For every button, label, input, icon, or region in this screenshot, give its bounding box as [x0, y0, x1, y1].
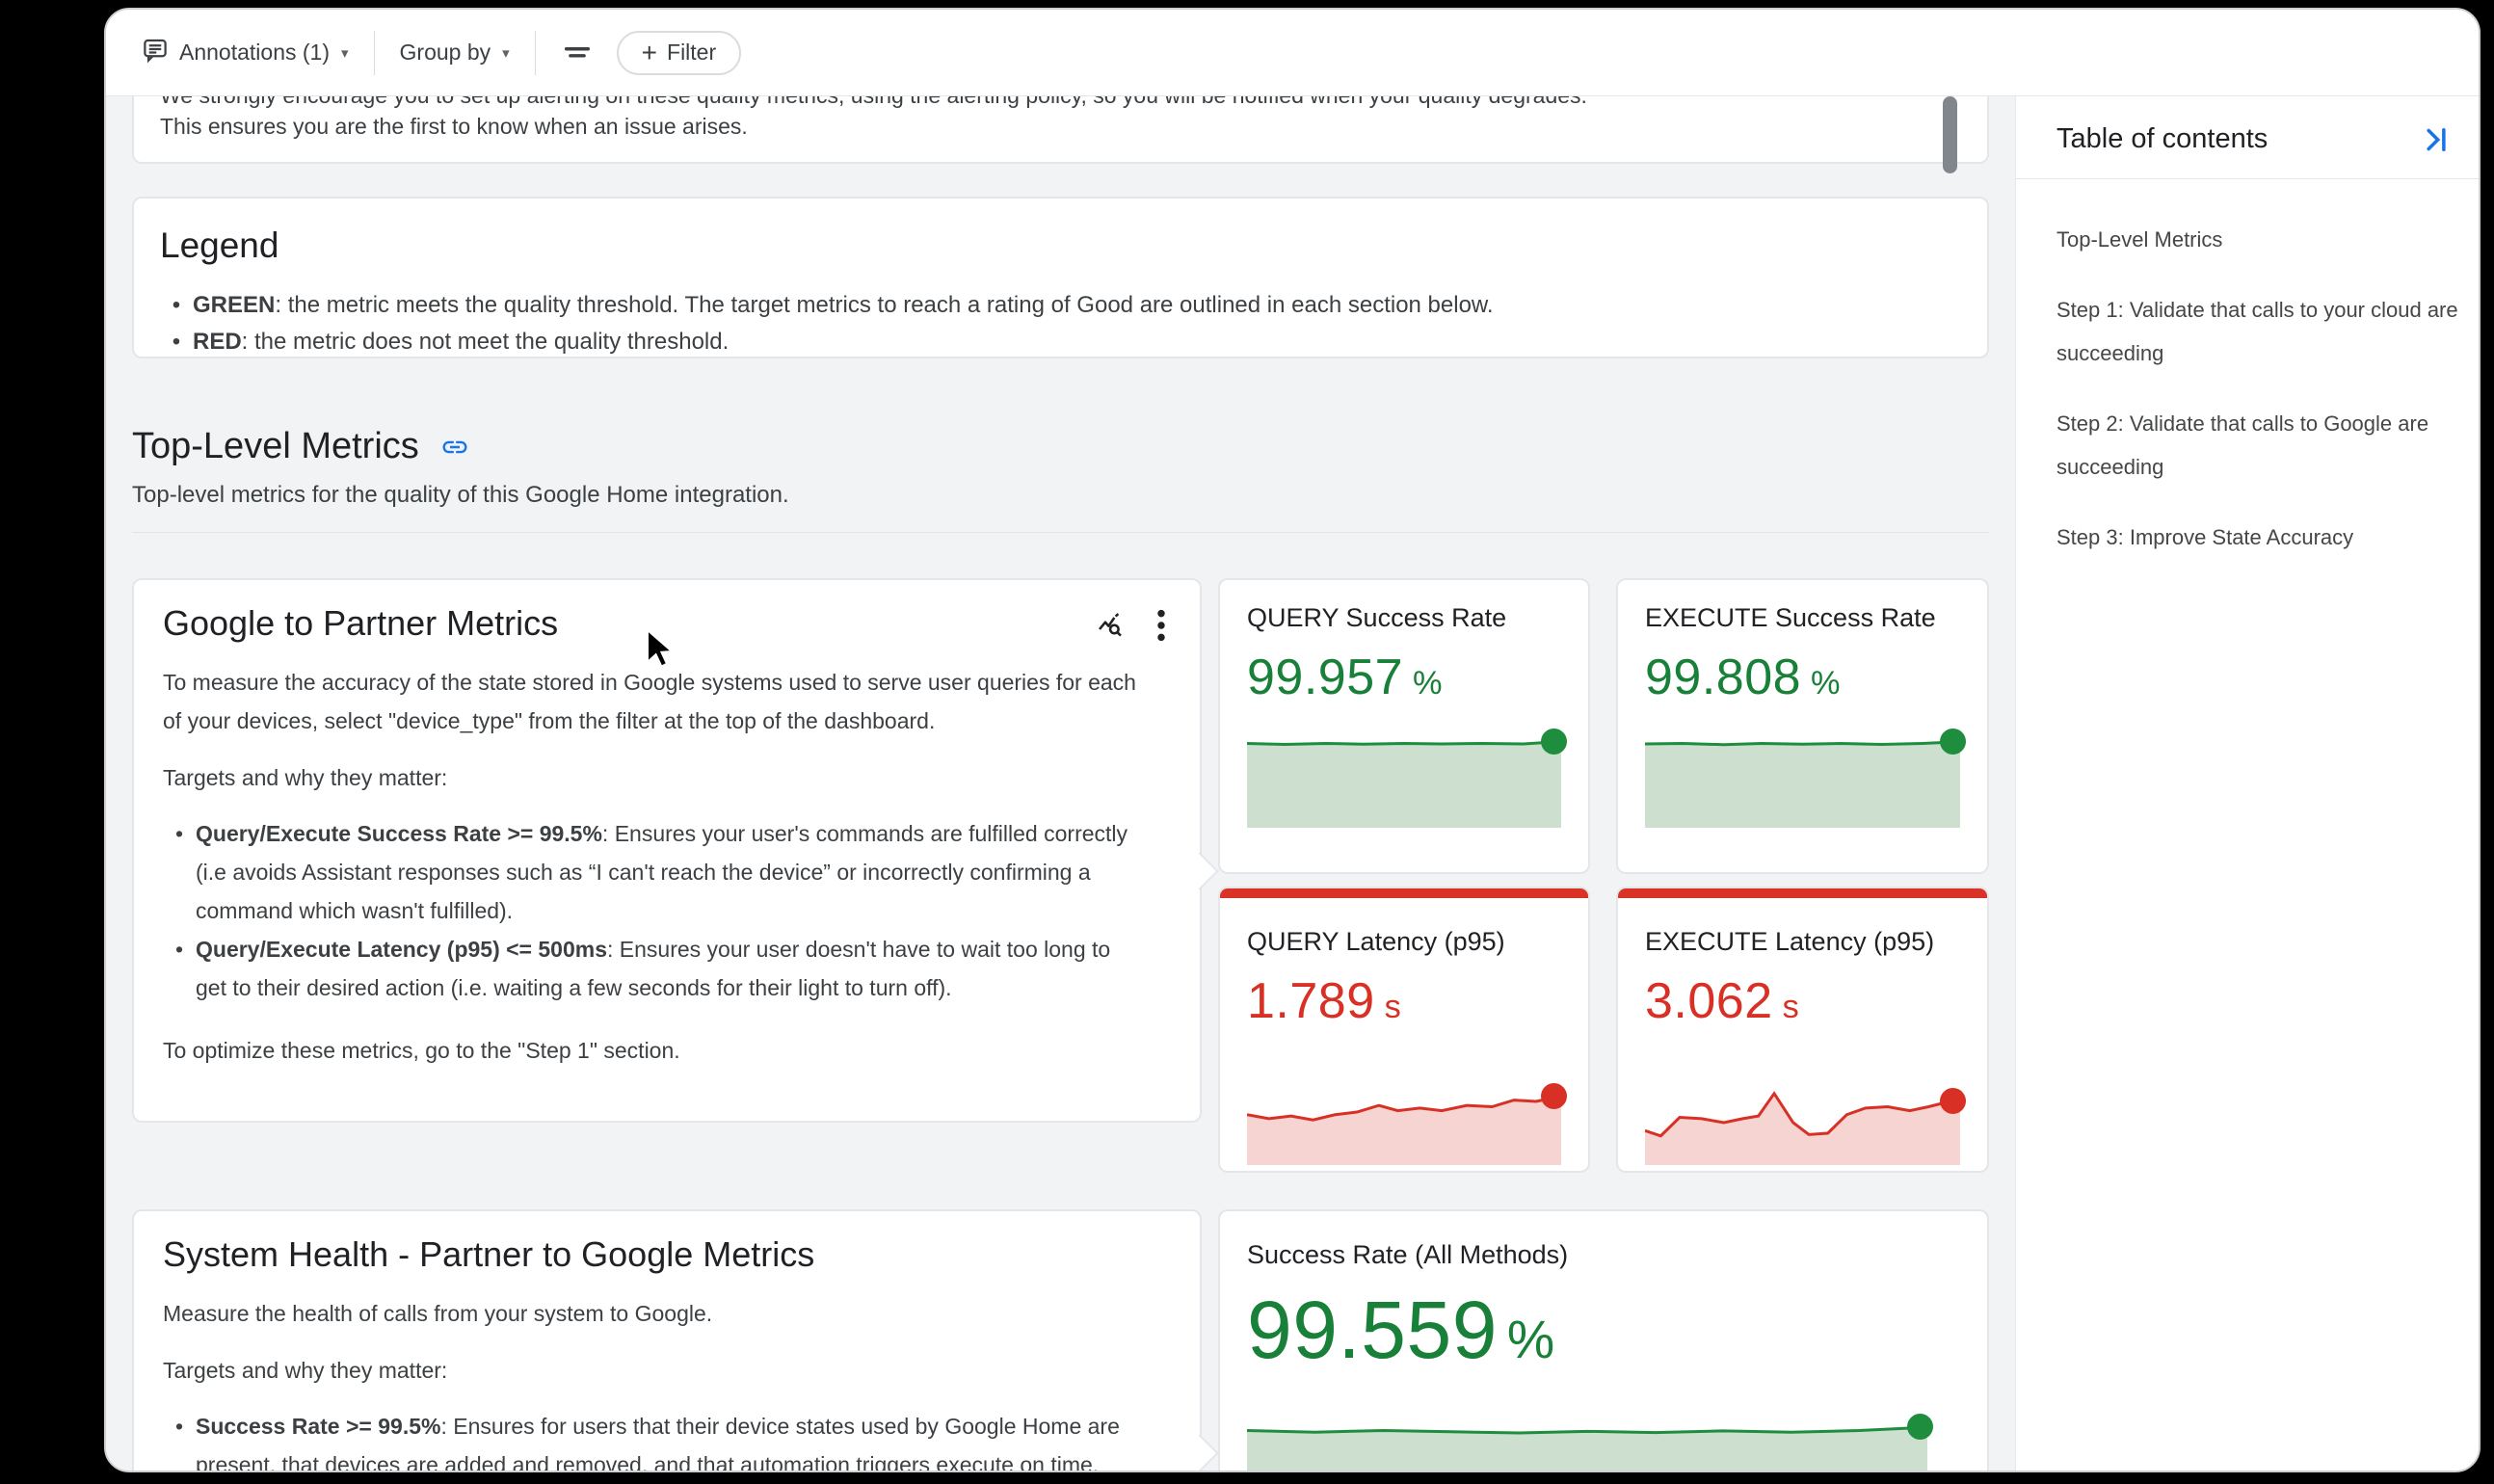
system-health-title: System Health - Partner to Google Metric… — [163, 1234, 815, 1274]
chevron-down-icon: ▾ — [340, 44, 349, 62]
dashboard-window: Annotations (1) ▾ Group by ▾ + Filter We… — [104, 8, 2481, 1472]
legend-card: Legend • GREEN: the metric meets the qua… — [132, 197, 1989, 358]
sparkline-query-success — [1247, 728, 1567, 828]
sparkline-execute-latency — [1645, 1059, 1966, 1165]
legend-title: Legend — [160, 225, 279, 265]
scorecard-title: QUERY Latency (p95) — [1247, 927, 1505, 956]
targets-label: Targets and why they matter: — [163, 765, 448, 790]
toc-item-step-1[interactable]: Step 1: Validate that calls to your clou… — [2056, 298, 2458, 365]
filter-button-label: Filter — [667, 40, 717, 65]
mouse-cursor — [647, 628, 675, 668]
toc-item-top-level-metrics[interactable]: Top-Level Metrics — [2056, 227, 2223, 252]
sparkline-execute-success — [1645, 728, 1966, 828]
toc-item-step-3[interactable]: Step 3: Improve State Accuracy — [2056, 525, 2354, 549]
google-to-partner-intro: To measure the accuracy of the state sto… — [163, 670, 1136, 733]
target-bullet-success-rate: • Success Rate >= 99.5%: Ensures for use… — [163, 1407, 1146, 1471]
scorecard-title: Success Rate (All Methods) — [1247, 1240, 1569, 1269]
add-filter-button[interactable]: + Filter — [616, 30, 742, 75]
more-vert-icon[interactable] — [1155, 609, 1167, 642]
legend-item-red: • RED: the metric does not meet the qual… — [172, 329, 730, 355]
dashboard-canvas: We strongly encourage you to set up aler… — [106, 96, 2015, 1471]
filter-list-icon[interactable] — [561, 37, 594, 69]
sparkline-all-methods — [1247, 1406, 1933, 1471]
scorecard-execute-latency[interactable]: EXECUTE Latency (p95) 3.062 s — [1616, 887, 1989, 1173]
scorecard-title: EXECUTE Success Rate — [1645, 603, 1936, 632]
section-divider — [132, 532, 1989, 533]
annotation-icon — [141, 36, 170, 70]
section-title: Top-Level Metrics — [132, 426, 419, 466]
system-health-intro: Measure the health of calls from your sy… — [163, 1301, 713, 1326]
table-of-contents-panel: Table of contents Top-Level Metrics Step… — [2015, 96, 2479, 1471]
alerting-text-line: This ensures you are the first to know w… — [160, 114, 748, 139]
group-by-label: Group by — [399, 40, 491, 65]
target-bullet-latency: • Query/Execute Latency (p95) <= 500ms: … — [174, 937, 1111, 1000]
clipped-text-line: We strongly encourage you to set up aler… — [160, 96, 1961, 110]
alerting-text-card: We strongly encourage you to set up aler… — [132, 96, 1989, 164]
chevron-down-icon: ▾ — [502, 44, 510, 62]
scorecard-value: 99.957% — [1247, 649, 1444, 705]
sparkline-query-latency — [1247, 1059, 1567, 1165]
scorecard-execute-success-rate[interactable]: EXECUTE Success Rate 99.808% — [1616, 578, 1989, 874]
group-by-dropdown[interactable]: Group by ▾ — [400, 40, 510, 66]
targets-label: Targets and why they matter: — [163, 1358, 448, 1383]
toc-item-step-2[interactable]: Step 2: Validate that calls to Google ar… — [2056, 411, 2429, 479]
legend-item-green: • GREEN: the metric meets the quality th… — [172, 292, 1494, 318]
section-description: Top-level metrics for the quality of thi… — [132, 482, 789, 508]
collapse-panel-icon[interactable] — [2419, 125, 2452, 154]
clipped-text-line: present, that devices are added and remo… — [196, 1452, 1100, 1471]
google-to-partner-footer: To optimize these metrics, go to the "St… — [163, 1038, 680, 1063]
scorecard-value: 1.789 s — [1247, 973, 1402, 1029]
annotations-dropdown[interactable]: Annotations (1) ▾ — [141, 36, 349, 70]
scorecard-value: 99.559% — [1247, 1285, 1555, 1375]
target-bullet-success-rate: • Query/Execute Success Rate >= 99.5%: E… — [174, 821, 1128, 923]
explore-data-icon[interactable] — [1096, 610, 1127, 641]
system-health-card: System Health - Partner to Google Metric… — [132, 1209, 1219, 1471]
scrollbar-thumb[interactable] — [1943, 96, 1957, 173]
plus-icon: + — [641, 37, 658, 67]
annotations-label: Annotations (1) — [179, 40, 330, 65]
alert-threshold-strip — [1618, 888, 1987, 898]
scorecard-value: 3.062 s — [1645, 973, 1800, 1029]
toc-list: Top-Level Metrics Step 1: Validate that … — [2016, 179, 2479, 559]
scorecard-query-success-rate[interactable]: QUERY Success Rate 99.957% — [1218, 578, 1590, 874]
dashboard-toolbar: Annotations (1) ▾ Group by ▾ + Filter — [106, 10, 2479, 96]
google-to-partner-card: Google to Partner Metrics — [132, 578, 1219, 1123]
scorecard-title: EXECUTE Latency (p95) — [1645, 927, 1935, 956]
toc-title: Table of contents — [2056, 123, 2268, 154]
callout-notch — [1181, 1434, 1219, 1471]
google-to-partner-title: Google to Partner Metrics — [163, 603, 559, 643]
callout-notch — [1181, 852, 1219, 890]
toolbar-divider — [373, 30, 375, 75]
scorecard-value: 99.808% — [1645, 649, 1842, 705]
alert-threshold-strip — [1220, 888, 1588, 898]
scorecard-query-latency[interactable]: QUERY Latency (p95) 1.789 s — [1218, 887, 1590, 1173]
scorecard-success-rate-all-methods[interactable]: Success Rate (All Methods) 99.559% — [1218, 1209, 1989, 1471]
link-icon[interactable] — [440, 433, 469, 462]
toolbar-divider — [534, 30, 536, 75]
scorecard-title: QUERY Success Rate — [1247, 603, 1507, 632]
